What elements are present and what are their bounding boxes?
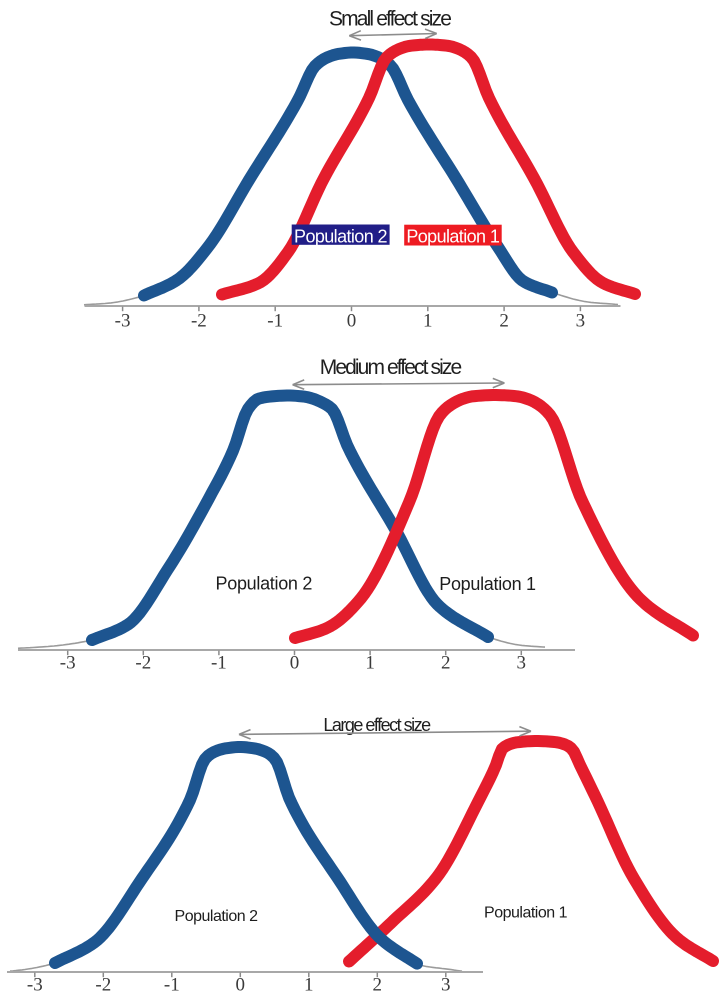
svg-text:1: 1 [304, 975, 314, 996]
svg-text:0: 0 [347, 311, 357, 332]
svg-text:2: 2 [441, 652, 451, 673]
svg-text:-3: -3 [27, 975, 43, 996]
svg-text:-2: -2 [95, 975, 111, 996]
svg-text:2: 2 [499, 311, 509, 332]
svg-text:-1: -1 [267, 311, 283, 332]
svg-text:-1: -1 [164, 975, 180, 996]
svg-text:1: 1 [423, 311, 433, 332]
svg-text:Population 2: Population 2 [294, 226, 387, 246]
svg-text:Population 2: Population 2 [216, 574, 313, 594]
svg-text:-2: -2 [135, 652, 151, 673]
svg-text:-1: -1 [211, 652, 227, 673]
svg-text:1: 1 [365, 652, 375, 673]
svg-text:2: 2 [373, 975, 383, 996]
svg-text:Population 1: Population 1 [484, 905, 568, 922]
svg-text:3: 3 [441, 975, 451, 996]
svg-text:-2: -2 [191, 311, 207, 332]
svg-text:-3: -3 [115, 311, 131, 332]
svg-text:3: 3 [576, 311, 586, 332]
svg-text:Population 2: Population 2 [175, 908, 259, 925]
svg-text:Medium effect size: Medium effect size [320, 356, 462, 379]
svg-text:0: 0 [290, 652, 300, 673]
svg-text:Population 1: Population 1 [439, 574, 536, 594]
svg-text:-3: -3 [60, 652, 76, 673]
svg-text:Large effect size: Large effect size [323, 715, 431, 735]
svg-text:0: 0 [236, 975, 246, 996]
svg-text:Population 1: Population 1 [406, 227, 499, 247]
svg-text:3: 3 [517, 652, 527, 673]
svg-text:Small effect size: Small effect size [329, 8, 451, 31]
